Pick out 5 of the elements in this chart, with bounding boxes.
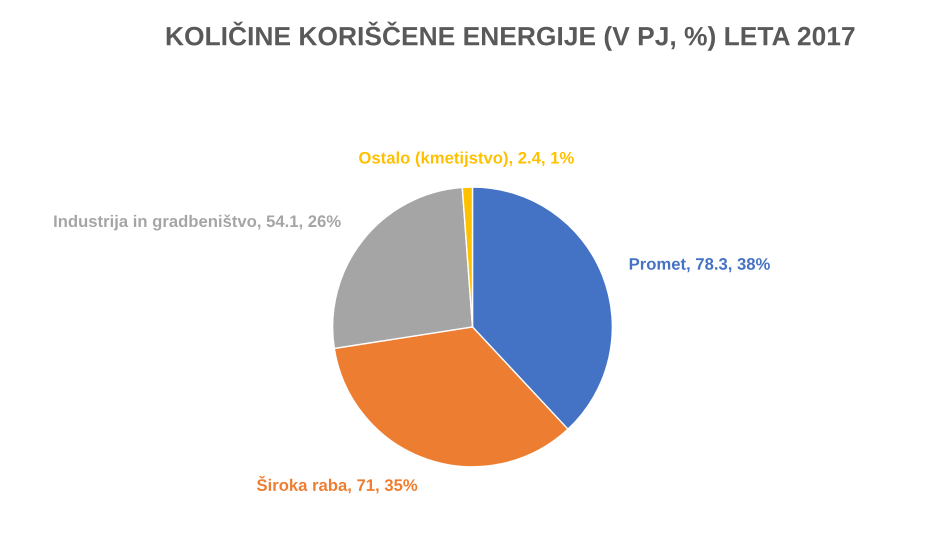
slice-label: Promet, 78.3, 38%: [630, 258, 770, 272]
slice-label: Ostalo (kmetijstvo), 2.4, 1%: [359, 151, 574, 167]
chart-title: KOLIČINE KORIŠČENE ENERGIJE (V PJ, %) LETA 2017: [166, 22, 854, 51]
slice-label: Široka raba, 71, 35%: [256, 476, 418, 494]
slice-label: Industrija in gradbeništvo, 54.1, 26%: [54, 214, 341, 230]
